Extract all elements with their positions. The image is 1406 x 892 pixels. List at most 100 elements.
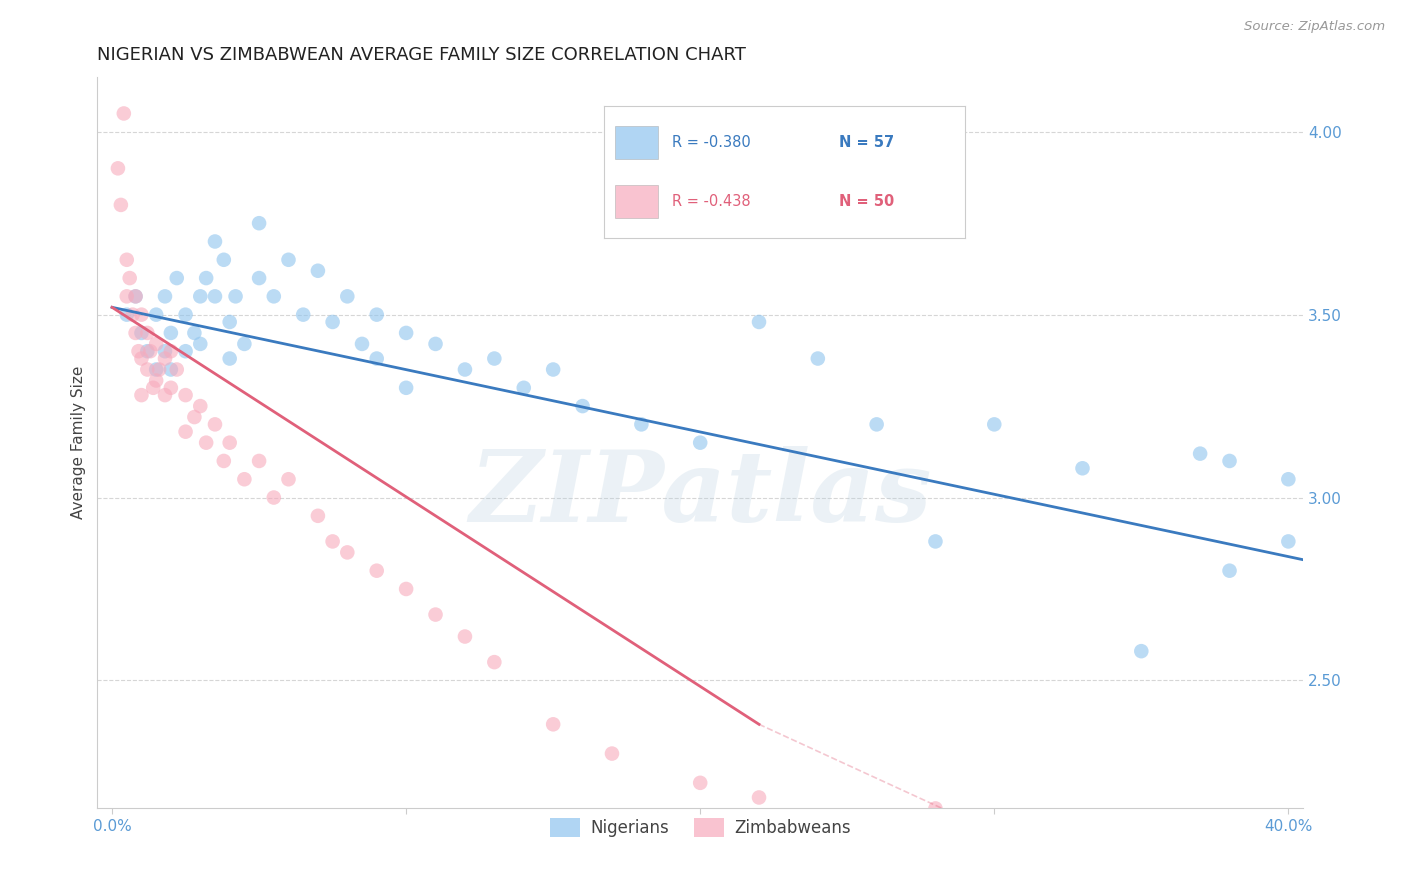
Point <box>307 508 329 523</box>
Point <box>247 454 270 468</box>
Point <box>600 747 623 761</box>
Point <box>195 271 218 285</box>
Point <box>924 534 946 549</box>
Point <box>866 417 889 432</box>
Point <box>160 344 183 359</box>
Point <box>1277 534 1299 549</box>
Point <box>218 435 240 450</box>
Point <box>131 388 153 402</box>
Point <box>233 337 256 351</box>
Point <box>107 161 129 176</box>
Point <box>124 289 146 303</box>
Point <box>115 289 138 303</box>
Point <box>513 381 536 395</box>
Point <box>263 289 285 303</box>
Point <box>425 337 447 351</box>
Point <box>748 315 770 329</box>
Y-axis label: Average Family Size: Average Family Size <box>72 366 86 519</box>
Text: NIGERIAN VS ZIMBABWEAN AVERAGE FAMILY SIZE CORRELATION CHART: NIGERIAN VS ZIMBABWEAN AVERAGE FAMILY SI… <box>97 46 747 64</box>
Point <box>110 198 132 212</box>
Point <box>188 289 211 303</box>
Point <box>541 717 564 731</box>
Point <box>204 235 226 249</box>
Point <box>160 381 183 395</box>
Point <box>128 344 150 359</box>
Point <box>139 344 162 359</box>
Point <box>188 399 211 413</box>
Point <box>454 630 477 644</box>
Point <box>148 362 170 376</box>
Point <box>218 315 240 329</box>
Point <box>1218 564 1240 578</box>
Point <box>983 417 1005 432</box>
Point <box>121 308 143 322</box>
Point <box>689 776 711 790</box>
Point <box>115 308 138 322</box>
Point <box>484 351 506 366</box>
Point <box>136 326 159 340</box>
Point <box>188 337 211 351</box>
Point <box>322 534 344 549</box>
Point <box>277 472 299 486</box>
Point <box>204 289 226 303</box>
Point <box>1277 472 1299 486</box>
Point <box>395 381 418 395</box>
Point <box>484 655 506 669</box>
Point <box>183 410 205 425</box>
Point <box>366 351 388 366</box>
Point <box>263 491 285 505</box>
Point <box>131 326 153 340</box>
Point <box>204 417 226 432</box>
Point <box>571 399 593 413</box>
Point <box>183 326 205 340</box>
Point <box>142 381 165 395</box>
Point <box>212 454 235 468</box>
Point <box>1218 454 1240 468</box>
Point <box>136 344 159 359</box>
Point <box>166 271 188 285</box>
Point <box>350 337 373 351</box>
Point <box>174 425 197 439</box>
Point <box>153 388 176 402</box>
Point <box>1189 447 1212 461</box>
Point <box>277 252 299 267</box>
Point <box>174 344 197 359</box>
Point <box>689 435 711 450</box>
Point <box>145 308 167 322</box>
Point <box>225 289 247 303</box>
Point <box>166 362 188 376</box>
Point <box>212 252 235 267</box>
Point <box>160 362 183 376</box>
Point <box>124 326 146 340</box>
Point <box>322 315 344 329</box>
Point <box>153 289 176 303</box>
Point <box>233 472 256 486</box>
Point <box>174 388 197 402</box>
Point <box>425 607 447 622</box>
Point <box>118 271 141 285</box>
Point <box>174 308 197 322</box>
Point <box>1071 461 1094 475</box>
Point <box>307 264 329 278</box>
Point <box>395 582 418 596</box>
Point <box>112 106 135 120</box>
Point <box>366 308 388 322</box>
Point <box>136 362 159 376</box>
Point <box>131 351 153 366</box>
Point <box>153 351 176 366</box>
Legend: Nigerians, Zimbabweans: Nigerians, Zimbabweans <box>543 812 858 844</box>
Point <box>541 362 564 376</box>
Point <box>924 801 946 815</box>
Point <box>336 289 359 303</box>
Point <box>145 374 167 388</box>
Point <box>395 326 418 340</box>
Point <box>366 564 388 578</box>
Point <box>807 351 830 366</box>
Text: ZIPatlas: ZIPatlas <box>470 446 931 542</box>
Point <box>748 790 770 805</box>
Point <box>160 326 183 340</box>
Point <box>218 351 240 366</box>
Point <box>131 308 153 322</box>
Point <box>195 435 218 450</box>
Point <box>247 271 270 285</box>
